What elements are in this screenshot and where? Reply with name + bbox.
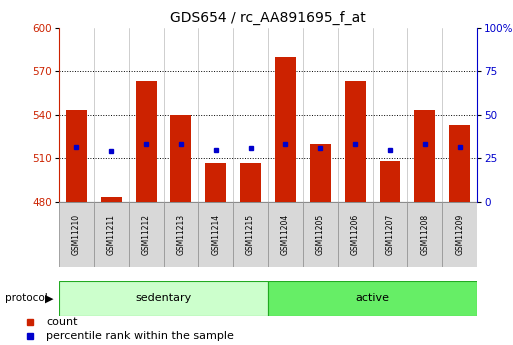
Text: GSM11214: GSM11214 <box>211 214 220 255</box>
Bar <box>303 202 338 267</box>
Bar <box>59 281 268 316</box>
Text: GSM11205: GSM11205 <box>316 214 325 255</box>
Text: GSM11209: GSM11209 <box>455 214 464 255</box>
Bar <box>338 202 372 267</box>
Text: percentile rank within the sample: percentile rank within the sample <box>47 332 234 341</box>
Text: GSM11210: GSM11210 <box>72 214 81 255</box>
Bar <box>66 110 87 202</box>
Text: sedentary: sedentary <box>135 294 192 303</box>
Bar <box>372 202 407 267</box>
Bar <box>94 202 129 267</box>
Bar <box>345 81 366 202</box>
Title: GDS654 / rc_AA891695_f_at: GDS654 / rc_AA891695_f_at <box>170 11 366 25</box>
Text: GSM11206: GSM11206 <box>351 214 360 255</box>
Bar <box>205 162 226 202</box>
Text: GSM11215: GSM11215 <box>246 214 255 255</box>
Text: GSM11204: GSM11204 <box>281 214 290 255</box>
Text: active: active <box>356 294 389 303</box>
Bar <box>380 161 401 202</box>
Bar <box>407 202 442 267</box>
Bar <box>449 125 470 202</box>
Bar <box>129 202 164 267</box>
Bar <box>135 81 156 202</box>
Bar <box>415 110 435 202</box>
Bar <box>310 144 331 202</box>
Bar <box>442 202 477 267</box>
Text: ▶: ▶ <box>45 294 54 303</box>
Text: GSM11208: GSM11208 <box>420 214 429 255</box>
Text: protocol: protocol <box>5 294 48 303</box>
Bar <box>59 202 94 267</box>
Text: GSM11211: GSM11211 <box>107 214 116 255</box>
Text: GSM11212: GSM11212 <box>142 214 151 255</box>
Bar <box>240 162 261 202</box>
Bar <box>268 202 303 267</box>
Bar <box>268 281 477 316</box>
Bar <box>101 197 122 202</box>
Bar <box>275 57 296 202</box>
Text: GSM11213: GSM11213 <box>176 214 185 255</box>
Bar <box>164 202 199 267</box>
Text: GSM11207: GSM11207 <box>385 214 394 255</box>
Text: count: count <box>47 317 78 327</box>
Bar <box>170 115 191 202</box>
Bar <box>199 202 233 267</box>
Bar <box>233 202 268 267</box>
